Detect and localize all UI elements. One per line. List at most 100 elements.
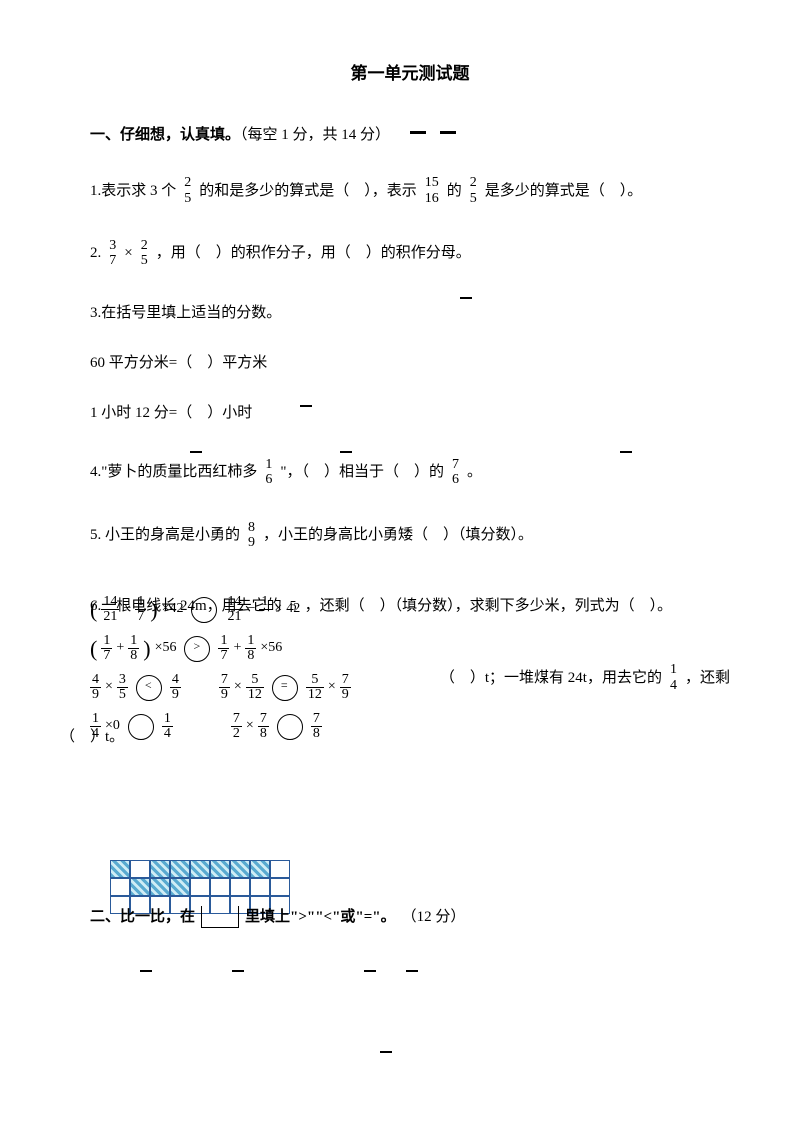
- fraction: 1421: [225, 595, 243, 624]
- numerator: 7: [258, 712, 269, 726]
- times-sign: ×: [124, 241, 132, 265]
- denominator: 5: [117, 688, 128, 702]
- grid-cell: [210, 860, 230, 878]
- x-sign: ×: [234, 679, 242, 696]
- times-56: ×56: [155, 640, 177, 657]
- numerator: 1: [265, 457, 272, 472]
- numerator: 2: [184, 175, 191, 190]
- denominator: 21: [225, 610, 243, 624]
- dash-mark: [440, 131, 456, 135]
- page-title: 第一单元测试题: [90, 60, 730, 87]
- grid-cell: [230, 878, 250, 896]
- section-2-post: 里填上">""<"或"="。: [245, 905, 396, 929]
- dash-mark: [140, 970, 152, 973]
- question-2: 2. 37 × 25 ，用（ ）的积作分子，用（ ）的积作分母。: [90, 238, 730, 269]
- fraction: 14: [90, 712, 101, 741]
- dash-mark: [340, 451, 352, 454]
- numerator: 1: [670, 662, 677, 677]
- grid-cell: [110, 860, 130, 878]
- section-2-pre: 二、比一比，在: [90, 905, 195, 929]
- fraction: 49: [170, 673, 181, 702]
- plus-sign: +: [233, 640, 241, 657]
- fraction: 17: [135, 595, 146, 624]
- q2-text: ，用（ ）的积作分子，用（ ）的积作分母。: [156, 241, 471, 265]
- denominator: 8: [245, 649, 256, 663]
- denominator: 12: [246, 688, 264, 702]
- x-sign: ×: [274, 601, 282, 618]
- denominator: 4: [90, 727, 101, 741]
- plus-sign: +: [116, 640, 124, 657]
- compare-circle[interactable]: [128, 714, 154, 740]
- numerator: 2: [141, 238, 148, 253]
- denominator: 12: [306, 688, 324, 702]
- q1-text: 是多少的算式是（ ）。: [485, 179, 643, 203]
- numerator: 1: [218, 634, 229, 648]
- q5-text: ，小王的身高比小勇矮（ ）（填分数）。: [263, 523, 533, 547]
- compare-circle[interactable]: =: [272, 675, 298, 701]
- q2-label: 2.: [90, 241, 101, 265]
- fraction: 16: [265, 457, 272, 488]
- dash-mark: [620, 451, 632, 454]
- q4-text: "，（ ）相当于（ ）的: [280, 460, 444, 484]
- dash-mark: [406, 970, 418, 973]
- dash-mark: [364, 970, 376, 973]
- q7-text: ，还剩: [685, 666, 730, 690]
- dash-mark: [300, 405, 312, 408]
- q5-text: 5. 小王的身高是小勇的: [90, 523, 240, 547]
- equation-overlay: ( 1421 − 17 ) ×42 1421 − 1 × 42 ( 17 + 1…: [90, 595, 351, 751]
- numerator: 5: [249, 673, 260, 687]
- compare-circle[interactable]: >: [184, 636, 210, 662]
- denominator: 5: [470, 191, 477, 206]
- bottom-dash-row: [140, 970, 418, 973]
- denominator: 7: [101, 649, 112, 663]
- fraction: 17: [101, 634, 112, 663]
- q3-line2-text: 1 小时 12 分=（ ）小时: [90, 405, 252, 421]
- denominator: 4: [162, 727, 173, 741]
- denominator: 2: [231, 727, 242, 741]
- grid-cell: [250, 860, 270, 878]
- compare-circle[interactable]: <: [136, 675, 162, 701]
- section-1-label: 一、仔细想，认真填。: [90, 127, 240, 143]
- fraction: 78: [311, 712, 322, 741]
- denominator: 9: [340, 688, 351, 702]
- denominator: 8: [311, 727, 322, 741]
- dash-mark: [460, 297, 472, 300]
- fraction: 1: [259, 595, 270, 624]
- grid-cell: [150, 860, 170, 878]
- minus-sign: −: [123, 601, 131, 618]
- numerator: 1: [245, 634, 256, 648]
- q4-text: 4."萝卜的质量比西红柿多: [90, 460, 257, 484]
- fraction: 49: [90, 673, 101, 702]
- denominator: 9: [219, 688, 230, 702]
- q3-line2: 1 小时 12 分=（ ）小时: [90, 401, 730, 425]
- fraction: 512: [246, 673, 264, 702]
- numerator: 1: [101, 634, 112, 648]
- numerator: 7: [452, 457, 459, 472]
- dash-mark: [190, 451, 202, 454]
- times-42: ×42: [162, 601, 184, 618]
- denominator: 6: [265, 472, 272, 487]
- grid-cell: [130, 860, 150, 878]
- fraction: 37: [109, 238, 116, 269]
- paren-icon: ): [150, 599, 157, 621]
- grid-cell: [150, 878, 170, 896]
- fraction: 35: [117, 673, 128, 702]
- numerator: 1: [128, 634, 139, 648]
- question-4: 4."萝卜的质量比西红柿多 16 "，（ ）相当于（ ）的 76 。: [90, 457, 730, 488]
- compare-circle[interactable]: [191, 597, 217, 623]
- denominator: 5: [141, 253, 148, 268]
- bottom-dash-2: [380, 1040, 392, 1064]
- grid-cell: [190, 878, 210, 896]
- grid-cell: [110, 878, 130, 896]
- numerator: 14: [225, 595, 243, 609]
- times-56b: ×56: [260, 640, 282, 657]
- minus-sign: −: [247, 601, 255, 618]
- compare-circle[interactable]: [277, 714, 303, 740]
- numerator: 4: [90, 673, 101, 687]
- denominator: 7: [218, 649, 229, 663]
- dash-mark: [232, 970, 244, 973]
- denominator: 4: [670, 678, 677, 693]
- numerator: 5: [309, 673, 320, 687]
- blank-box-icon[interactable]: [201, 906, 239, 928]
- numerator: 14: [101, 595, 119, 609]
